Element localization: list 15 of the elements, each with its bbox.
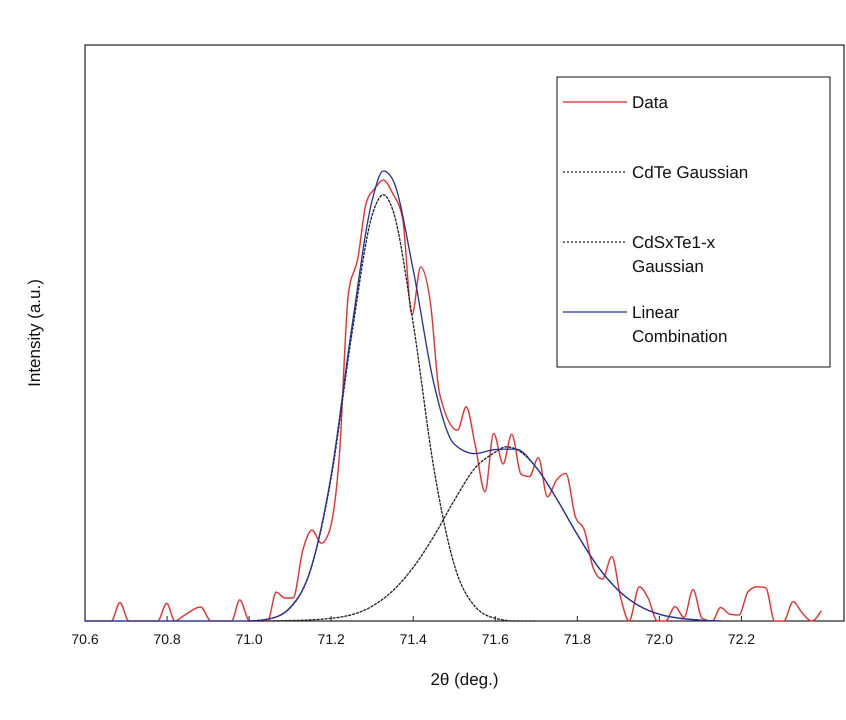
x-tick-label: 70.8 bbox=[153, 631, 181, 647]
legend-label: Data bbox=[632, 93, 668, 112]
legend-label: CdSxTe1-x Gaussian bbox=[632, 233, 716, 276]
x-tick-label: 71.8 bbox=[564, 631, 592, 647]
x-tick-label: 72.0 bbox=[646, 631, 674, 647]
y-axis-title: Intensity (a.u.) bbox=[25, 279, 44, 387]
legend-label: Linear Combination bbox=[632, 303, 728, 346]
legend-label: CdTe Gaussian bbox=[632, 163, 748, 182]
x-tick-label: 71.2 bbox=[318, 631, 345, 647]
x-tick-label: 71.6 bbox=[482, 631, 510, 647]
x-tick-label: 71.0 bbox=[235, 631, 263, 647]
x-tick-label: 70.6 bbox=[71, 631, 99, 647]
x-axis-title: 2θ (deg.) bbox=[430, 670, 499, 689]
x-tick-label: 72.2 bbox=[728, 631, 756, 647]
x-tick-label: 71.4 bbox=[400, 631, 428, 647]
